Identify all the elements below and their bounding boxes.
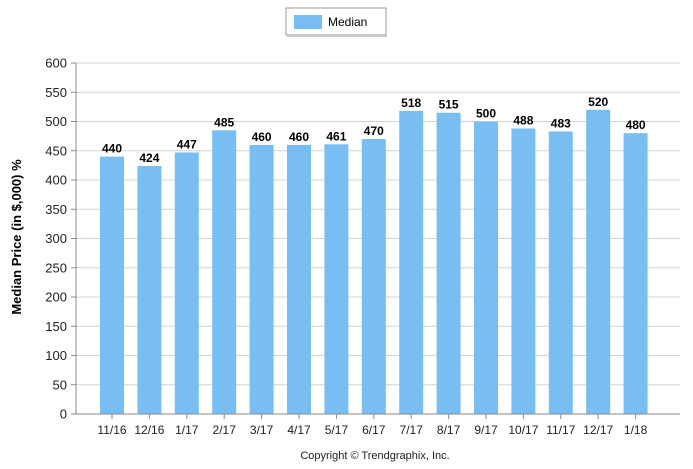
x-tick-label: 10/17 xyxy=(508,423,538,437)
bar xyxy=(287,144,311,414)
y-tick-label: 400 xyxy=(45,173,67,188)
legend: Median xyxy=(285,7,387,37)
bar xyxy=(436,112,461,414)
bar xyxy=(548,131,573,414)
data-label: 515 xyxy=(439,98,459,112)
x-tick-label: 7/17 xyxy=(400,423,424,437)
data-label: 488 xyxy=(513,114,533,128)
y-axis-title: Median Price (in $,000) % xyxy=(9,159,24,315)
copyright-text: Copyright © Trendgraphix, Inc. xyxy=(300,450,449,462)
data-label: 447 xyxy=(177,138,197,152)
data-label: 518 xyxy=(401,96,421,110)
bar xyxy=(623,133,648,414)
bar xyxy=(174,152,199,414)
y-tick-label: 350 xyxy=(45,202,67,217)
data-label: 483 xyxy=(551,116,571,130)
data-label: 470 xyxy=(364,124,384,138)
bar xyxy=(137,165,162,414)
x-tick-label: 6/17 xyxy=(362,423,386,437)
y-tick-label: 300 xyxy=(45,231,67,246)
x-tick-label: 3/17 xyxy=(250,423,274,437)
x-tick-label: 9/17 xyxy=(474,423,498,437)
data-label: 480 xyxy=(626,118,646,132)
bar xyxy=(586,109,611,415)
bar xyxy=(474,121,498,414)
legend-swatch xyxy=(294,15,322,29)
y-tick-label: 500 xyxy=(45,114,67,129)
data-label: 460 xyxy=(252,130,272,144)
bar xyxy=(212,130,237,414)
legend-label-median: Median xyxy=(328,15,367,29)
x-tick-label: 11/16 xyxy=(97,423,126,437)
y-tick-label: 50 xyxy=(53,377,67,392)
x-tick-label: 8/17 xyxy=(437,423,461,437)
y-tick-label: 450 xyxy=(45,143,67,158)
data-label: 485 xyxy=(214,115,234,129)
data-labels: 440 424 447 485 460 460 461 470 518 515 500 488 483 5… xyxy=(102,95,646,165)
x-tick-label: 1/17 xyxy=(175,423,199,437)
x-tick-label: 11/17 xyxy=(546,423,575,437)
y-tick-label: 250 xyxy=(45,260,67,275)
bar xyxy=(249,144,274,414)
x-tick-label: 5/17 xyxy=(325,423,349,437)
y-tick-label: 0 xyxy=(60,407,67,422)
data-label: 520 xyxy=(588,95,608,109)
legend-box-shadow xyxy=(287,35,387,37)
x-tick-label: 2/17 xyxy=(213,423,237,437)
bar xyxy=(511,128,536,414)
y-tick-label: 100 xyxy=(45,348,67,363)
data-label: 460 xyxy=(289,130,309,144)
y-axis-tick-labels: 0 50 100 150 200 250 300 350 400 450 500 550 600 xyxy=(45,56,76,422)
x-tick-label: 12/17 xyxy=(583,423,613,437)
data-label: 424 xyxy=(139,151,159,165)
y-tick-label: 600 xyxy=(45,56,67,71)
bar xyxy=(399,110,424,414)
data-label: 440 xyxy=(102,142,122,156)
x-tick-label: 12/16 xyxy=(134,423,164,437)
y-tick-label: 200 xyxy=(45,290,67,305)
bar xyxy=(100,156,124,414)
y-tick-label: 150 xyxy=(45,319,67,334)
x-axis-tick-labels: 11/16 12/16 1/17 2/17 3/17 4/17 5/17 6/17 7/17 8/… xyxy=(97,414,648,437)
bar xyxy=(324,144,349,414)
y-tick-label: 550 xyxy=(45,85,67,100)
bars xyxy=(100,109,648,415)
data-label: 461 xyxy=(326,129,346,143)
data-label: 500 xyxy=(476,107,496,121)
x-tick-label: 4/17 xyxy=(287,423,311,437)
x-tick-label: 1/18 xyxy=(624,423,648,437)
bar xyxy=(361,139,386,415)
